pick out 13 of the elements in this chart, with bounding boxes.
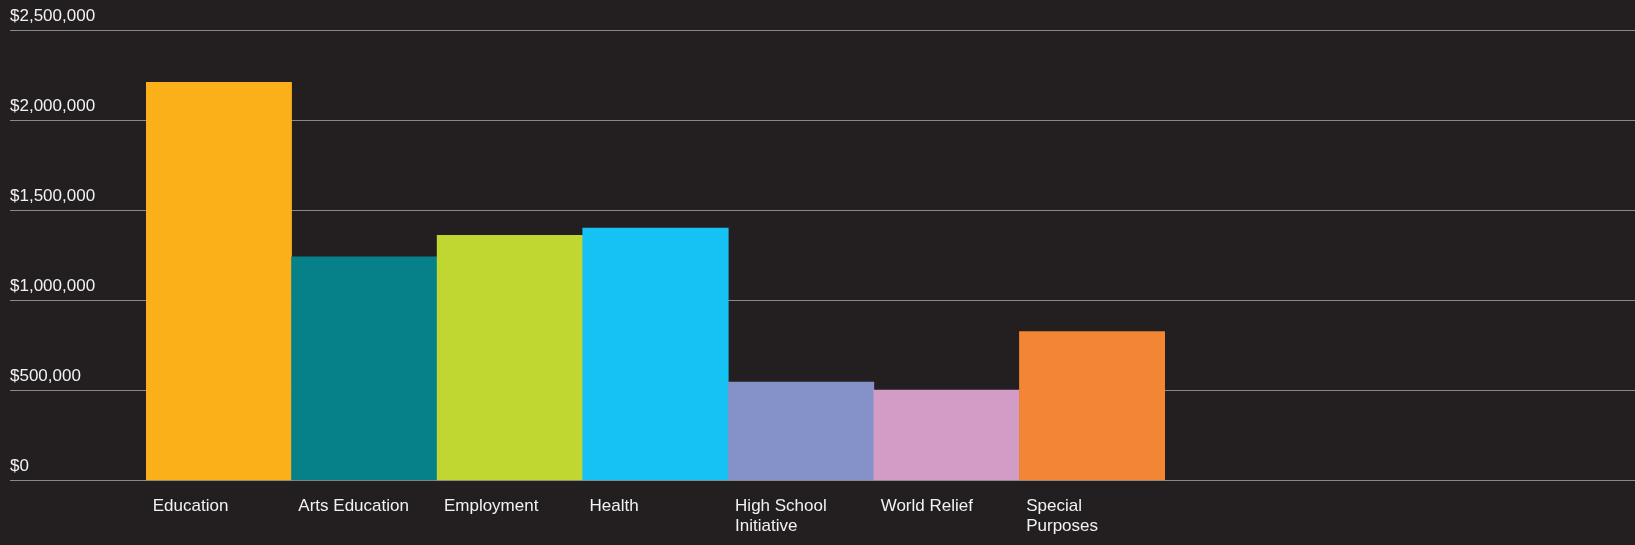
x-tick-label: Education: [152, 496, 229, 516]
x-tick-label: High School Initiative: [735, 496, 827, 536]
x-tick-label: Arts Education: [298, 496, 409, 516]
x-tick-label: Special Purposes: [1026, 496, 1099, 536]
x-tick-label: World Relief: [880, 496, 974, 516]
y-tick-label: $1,000,000: [10, 275, 96, 295]
y-tick-label: $1,500,000: [10, 185, 96, 205]
y-tick-label: $2,000,000: [10, 95, 96, 115]
y-tick-label: $0: [10, 455, 29, 475]
x-tick-label: Health: [589, 496, 639, 516]
y-tick-label: $500,000: [10, 365, 81, 385]
y-tick-label: $2,500,000: [10, 5, 96, 25]
x-tick-label: Employment: [443, 496, 539, 516]
